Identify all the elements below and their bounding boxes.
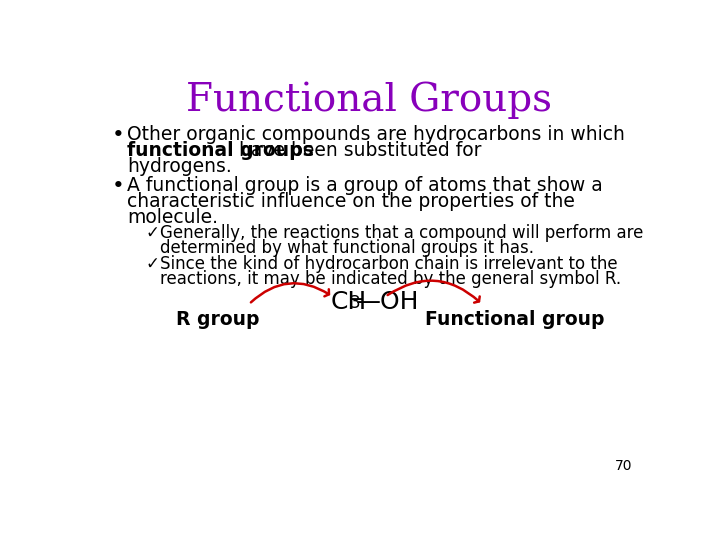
Text: Functional group: Functional group xyxy=(425,310,605,329)
Text: molecule.: molecule. xyxy=(127,208,218,227)
Text: •: • xyxy=(112,176,125,195)
Text: functional groups: functional groups xyxy=(127,141,314,160)
Text: determined by what functional groups it has.: determined by what functional groups it … xyxy=(160,239,534,257)
Text: characteristic influence on the properties of the: characteristic influence on the properti… xyxy=(127,192,575,211)
Text: 3: 3 xyxy=(350,294,360,312)
Text: reactions, it may be indicated by the general symbol R.: reactions, it may be indicated by the ge… xyxy=(160,269,621,288)
Text: —OH: —OH xyxy=(356,291,419,314)
Text: R group: R group xyxy=(176,310,260,329)
Text: A functional group is a group of atoms that show a: A functional group is a group of atoms t… xyxy=(127,176,603,195)
Text: •: • xyxy=(112,125,125,145)
Text: CH: CH xyxy=(330,291,366,314)
Text: Since the kind of hydrocarbon chain is irrelevant to the: Since the kind of hydrocarbon chain is i… xyxy=(160,255,617,273)
Text: Other organic compounds are hydrocarbons in which: Other organic compounds are hydrocarbons… xyxy=(127,125,625,144)
Text: have been substituted for: have been substituted for xyxy=(233,141,482,160)
Text: ✓: ✓ xyxy=(145,224,160,242)
Text: hydrogens.: hydrogens. xyxy=(127,157,232,176)
Text: Functional Groups: Functional Groups xyxy=(186,82,552,119)
Text: 70: 70 xyxy=(615,459,632,473)
Text: ✓: ✓ xyxy=(145,255,160,273)
Text: Generally, the reactions that a compound will perform are: Generally, the reactions that a compound… xyxy=(160,224,643,242)
